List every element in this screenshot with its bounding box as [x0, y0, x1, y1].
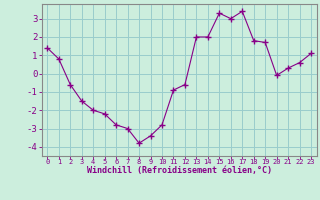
- X-axis label: Windchill (Refroidissement éolien,°C): Windchill (Refroidissement éolien,°C): [87, 166, 272, 175]
